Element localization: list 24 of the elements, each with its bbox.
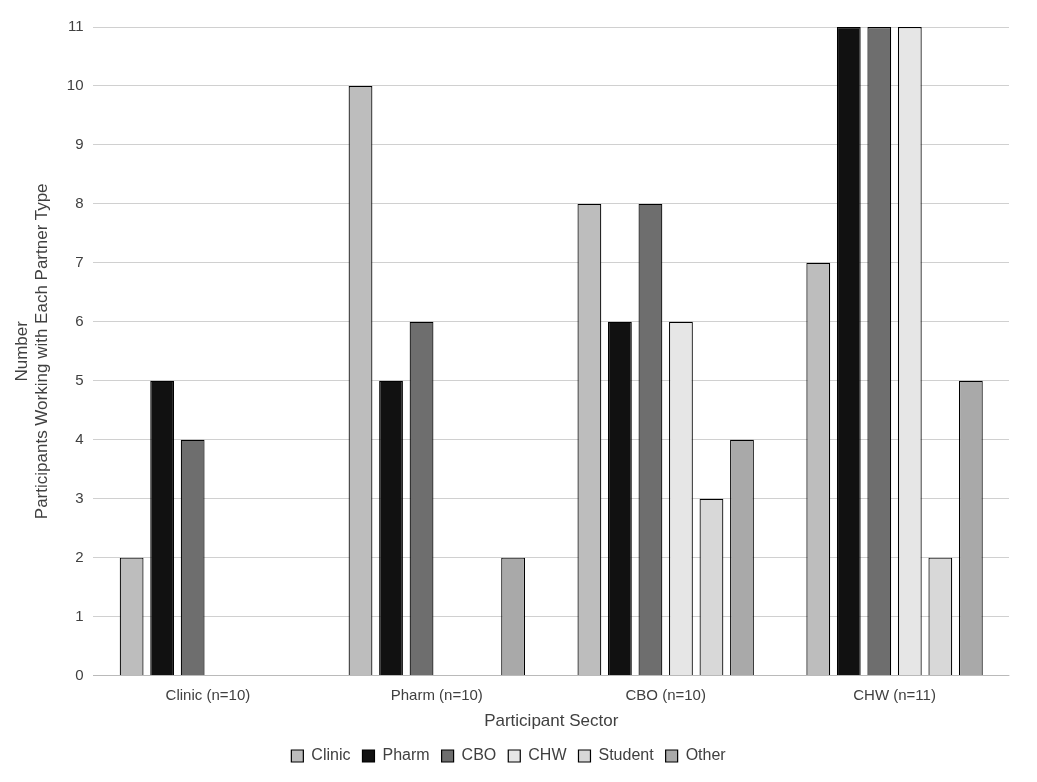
y-tick-label: 5 bbox=[75, 370, 84, 388]
y-tick-label: 0 bbox=[75, 665, 84, 683]
y-tick-label: 3 bbox=[75, 488, 84, 506]
legend-label: CBO bbox=[461, 746, 497, 764]
y-tick-label: 8 bbox=[75, 194, 84, 212]
legend-label: Clinic bbox=[311, 746, 351, 764]
legend-label: CHW bbox=[528, 746, 568, 764]
x-axis-title: Participant Sector bbox=[484, 711, 619, 731]
x-tick-label: Clinic (n=10) bbox=[165, 685, 251, 703]
y-tick-label: 7 bbox=[75, 253, 84, 270]
y-tick-label: 6 bbox=[75, 311, 84, 329]
x-tick-label: CHW (n=11) bbox=[853, 685, 936, 703]
y-tick-label: 4 bbox=[75, 429, 84, 447]
legend-label: Pharm bbox=[382, 746, 430, 764]
y-tick-label: 10 bbox=[66, 76, 84, 94]
y-axis-title: Number Participants Working with Each Partner Type bbox=[11, 183, 52, 520]
x-tick-label: Pharm (n=10) bbox=[390, 685, 483, 703]
legend-label: Student bbox=[598, 746, 655, 764]
y-tick-label: 2 bbox=[75, 547, 84, 565]
legend-label: Other bbox=[685, 746, 727, 764]
y-tick-label: 9 bbox=[75, 135, 84, 153]
x-tick-label: CBO (n=10) bbox=[625, 685, 706, 703]
y-tick-label: 1 bbox=[75, 606, 84, 624]
y-tick-label: 11 bbox=[67, 17, 84, 35]
